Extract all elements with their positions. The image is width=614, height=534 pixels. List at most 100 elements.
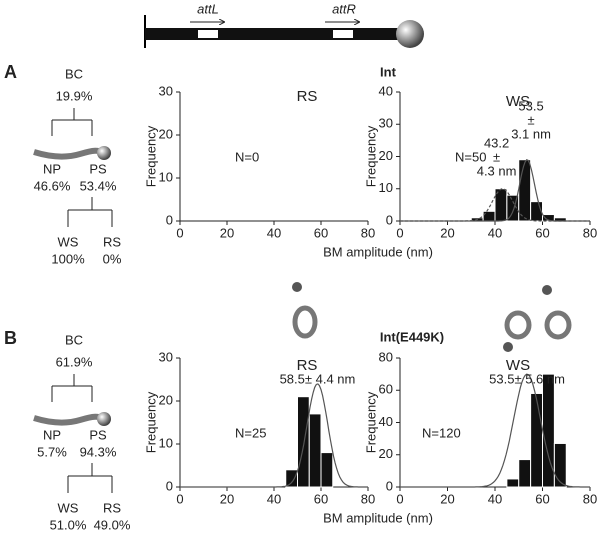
y-tick-label: 20 xyxy=(379,148,393,163)
y-tick-label: 20 xyxy=(159,392,173,407)
y-tick-label: 40 xyxy=(379,83,393,98)
diagram-label: BC xyxy=(65,66,83,81)
y-tick-label: 10 xyxy=(379,180,393,195)
annotation: N=0 xyxy=(235,149,259,164)
y-tick-label: 0 xyxy=(166,212,173,227)
diagram-label: NP xyxy=(43,427,61,442)
x-tick-label: 80 xyxy=(361,225,375,240)
panel-letter: B xyxy=(4,328,17,348)
chart-title: RS xyxy=(297,357,318,374)
y-axis-label: Frequency xyxy=(363,391,378,453)
bar xyxy=(308,413,322,488)
diagram-label: WS xyxy=(58,500,79,515)
y-tick-label: 0 xyxy=(386,212,393,227)
x-tick-label: 20 xyxy=(440,225,454,240)
x-tick-label: 40 xyxy=(488,225,502,240)
x-tick-label: 80 xyxy=(583,225,597,240)
bead xyxy=(97,146,111,160)
x-axis-label: BM amplitude (nm) xyxy=(323,510,433,525)
fit-curve xyxy=(180,383,368,488)
bar xyxy=(506,478,520,488)
x-tick-label: 20 xyxy=(220,491,234,506)
site-label: attL xyxy=(197,1,219,16)
annotation: N=25 xyxy=(235,425,266,440)
fit-label: 3.1 nm xyxy=(511,126,551,141)
annotation: N=50 xyxy=(455,149,486,164)
fit-label: 43.2 xyxy=(484,135,509,150)
fit-label: ± xyxy=(493,149,500,164)
diagram-label: NP xyxy=(43,161,61,176)
x-tick-label: 0 xyxy=(176,225,183,240)
fit-label: 4.3 nm xyxy=(477,163,517,178)
fit-label: 58.5± 4.4 nm xyxy=(280,371,356,386)
fit-label: 53.5± 5.6 nm xyxy=(489,371,565,386)
bar xyxy=(297,396,310,488)
diagram-label: 61.9% xyxy=(56,354,93,369)
diagram-label: 94.3% xyxy=(80,444,117,459)
chart-title: RS xyxy=(297,88,318,105)
y-tick-label: 60 xyxy=(379,382,393,397)
diagram-label: 49.0% xyxy=(94,517,131,532)
bar xyxy=(530,201,543,222)
fit-label: 53.5 xyxy=(518,98,543,113)
x-tick-label: 0 xyxy=(396,225,403,240)
x-tick-label: 40 xyxy=(267,225,281,240)
diagram-label: 0% xyxy=(103,251,122,266)
y-tick-label: 30 xyxy=(159,349,173,364)
x-tick-label: 0 xyxy=(176,491,183,506)
diagram-label: 51.0% xyxy=(50,517,87,532)
bead xyxy=(97,412,111,426)
y-tick-label: 10 xyxy=(159,169,173,184)
bar xyxy=(553,442,567,488)
x-tick-label: 60 xyxy=(314,491,328,506)
diagram-lines xyxy=(51,374,113,493)
bar xyxy=(518,159,532,222)
diagram-label: BC xyxy=(65,332,83,347)
x-axis-label: BM amplitude (nm) xyxy=(323,244,433,259)
x-tick-label: 20 xyxy=(440,491,454,506)
x-tick-label: 60 xyxy=(535,225,549,240)
diagram-label: 46.6% xyxy=(34,178,71,193)
y-tick-label: 30 xyxy=(159,83,173,98)
dna xyxy=(33,413,103,426)
chart-title: WS xyxy=(506,93,530,110)
y-tick-label: 0 xyxy=(166,478,173,493)
diagram-label: 53.4% xyxy=(80,178,117,193)
y-axis-label: Frequency xyxy=(143,391,158,453)
bar xyxy=(518,459,532,488)
bar xyxy=(482,210,496,222)
diagram-label: 100% xyxy=(51,251,85,266)
x-tick-label: 0 xyxy=(396,491,403,506)
bar xyxy=(320,452,334,488)
x-tick-label: 40 xyxy=(488,491,502,506)
x-tick-label: 80 xyxy=(583,491,597,506)
construct: attL attR xyxy=(144,1,424,48)
y-tick-label: 40 xyxy=(379,414,393,429)
panel-letter: A xyxy=(4,62,17,82)
y-tick-label: 20 xyxy=(159,126,173,141)
diagram-label: PS xyxy=(89,161,107,176)
bar xyxy=(285,469,298,488)
y-axis-label: Frequency xyxy=(363,125,378,187)
fit-curve xyxy=(400,159,590,222)
diagram-label: 5.7% xyxy=(37,444,67,459)
diagram-lines xyxy=(51,108,113,227)
panel-header: Int(E449K) xyxy=(380,329,444,344)
x-tick-label: 60 xyxy=(535,491,549,506)
diagram-label: RS xyxy=(103,500,121,515)
x-tick-label: 60 xyxy=(314,225,328,240)
site-label: attR xyxy=(332,1,356,16)
y-tick-label: 80 xyxy=(379,349,393,364)
y-axis-label: Frequency xyxy=(143,125,158,187)
y-tick-label: 0 xyxy=(386,478,393,493)
diagram-label: PS xyxy=(89,427,107,442)
dna xyxy=(33,147,103,160)
fit-curve xyxy=(400,373,590,488)
diagram-label: WS xyxy=(58,234,79,249)
diagram-label: RS xyxy=(103,234,121,249)
chart-title: WS xyxy=(506,357,530,374)
fit-label: ± xyxy=(527,112,534,127)
x-tick-label: 20 xyxy=(220,225,234,240)
x-tick-label: 40 xyxy=(267,491,281,506)
